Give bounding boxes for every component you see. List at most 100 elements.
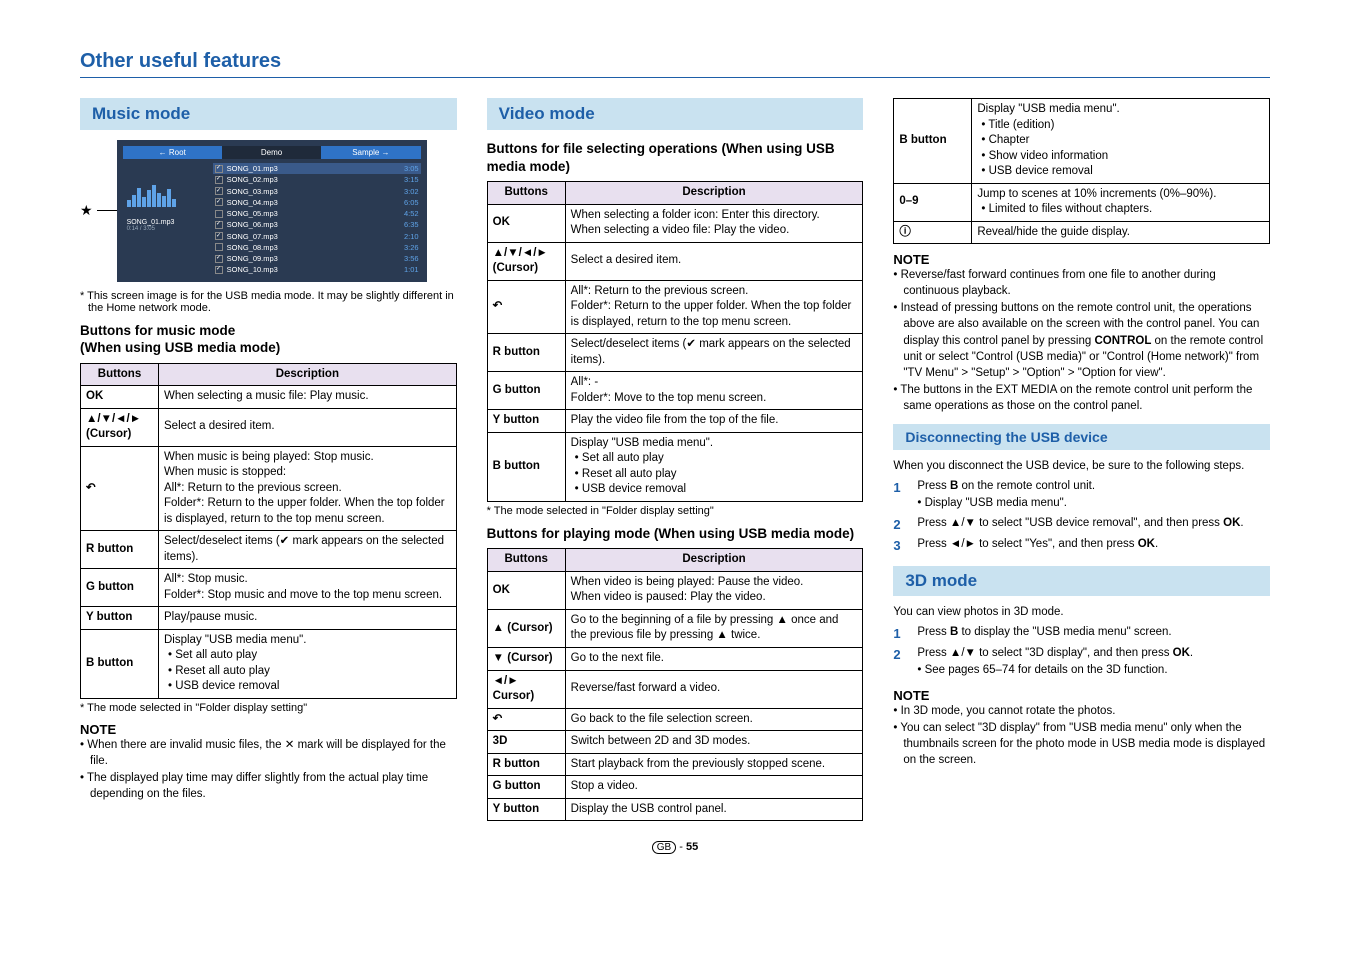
disconnect-intro: When you disconnect the USB device, be s… (893, 458, 1270, 474)
note-title: NOTE (893, 252, 1270, 267)
song-name: SONG_03.mp3 (227, 186, 278, 197)
page-footer: GB - 55 (80, 841, 1270, 854)
music-header: Music mode (80, 98, 457, 130)
button-cell: ↶ (81, 446, 159, 531)
note-title: NOTE (80, 722, 457, 737)
checkbox-icon: ✓ (215, 221, 223, 229)
list-item: ✓SONG_10.mp31:01 (213, 264, 421, 275)
video-play-table: Buttons Description OKWhen video is bein… (487, 548, 864, 821)
music-ui: ← Root Demo Sample → SONG_01.mp3 0:14 / … (117, 140, 427, 282)
disconnect-steps: 1Press B on the remote control unit.• Di… (893, 478, 1270, 556)
song-name: SONG_05.mp3 (227, 208, 278, 219)
note-item: Reverse/fast forward continues from one … (893, 267, 1270, 299)
desc-cell: All*: Return to the previous screen.Fold… (565, 280, 863, 334)
checkbox-icon: ✓ (215, 165, 223, 173)
table-row: ▲/▼/◄/► (Cursor)Select a desired item. (487, 242, 863, 280)
note-item: In 3D mode, you cannot rotate the photos… (893, 703, 1270, 719)
song-name: SONG_08.mp3 (227, 242, 278, 253)
list-item: ✓SONG_07.mp32:10 (213, 231, 421, 242)
th-desc: Description (159, 363, 457, 386)
table-row: ◄/► Cursor)Reverse/fast forward a video. (487, 670, 863, 708)
desc-cell: Select a desired item. (565, 242, 863, 280)
song-name: SONG_02.mp3 (227, 174, 278, 185)
desc-cell: Display "USB media menu".Set all auto pl… (565, 432, 863, 501)
list-item: ✓SONG_09.mp33:56 (213, 253, 421, 264)
table-row: ↶All*: Return to the previous screen.Fol… (487, 280, 863, 334)
desc-cell: Start playback from the previously stopp… (565, 753, 863, 776)
desc-cell: Switch between 2D and 3D modes. (565, 731, 863, 754)
table-row: 0–9Jump to scenes at 10% increments (0%–… (894, 183, 1270, 221)
button-cell: B button (81, 629, 159, 698)
button-cell: OK (487, 571, 565, 609)
mode3d-header: 3D mode (893, 566, 1270, 596)
button-cell: 0–9 (894, 183, 972, 221)
button-cell: Y button (487, 410, 565, 433)
desc-cell: Go to the next file. (565, 647, 863, 670)
equalizer-icon (127, 183, 209, 207)
desc-cell: All*: Stop music.Folder*: Stop music and… (159, 569, 457, 607)
list-item: ✓SONG_04.mp36:05 (213, 197, 421, 208)
video-header: Video mode (487, 98, 864, 130)
button-cell: OK (487, 204, 565, 242)
checkbox-icon (215, 243, 223, 251)
music-screenshot: ★ ← Root Demo Sample → SONG_01.mp3 0:14 … (80, 140, 457, 282)
desc-cell: Stop a video. (565, 776, 863, 799)
checkbox-icon: ✓ (215, 255, 223, 263)
table-row: ⓘReveal/hide the guide display. (894, 221, 1270, 244)
table-row: R buttonSelect/deselect items (✔ mark ap… (487, 334, 863, 372)
list-item: ✓SONG_06.mp36:35 (213, 219, 421, 230)
song-duration: 6:05 (404, 197, 419, 208)
table-row: OKWhen selecting a folder icon: Enter th… (487, 204, 863, 242)
desc-cell: When selecting a folder icon: Enter this… (565, 204, 863, 242)
desc-cell: Play/pause music. (159, 607, 457, 630)
desc-cell: Select/deselect items (✔ mark appears on… (565, 334, 863, 372)
col-right: B buttonDisplay "USB media menu".Title (… (893, 98, 1270, 821)
desc-cell: Jump to scenes at 10% increments (0%–90%… (972, 183, 1270, 221)
note-item: You can select "3D display" from "USB me… (893, 720, 1270, 768)
table-row: ▼ (Cursor)Go to the next file. (487, 647, 863, 670)
table-row: ▲ (Cursor)Go to the beginning of a file … (487, 609, 863, 647)
desc-cell: When video is being played: Pause the vi… (565, 571, 863, 609)
table-row: ↶Go back to the file selection screen. (487, 708, 863, 731)
desc-cell: Display "USB media menu".Title (edition)… (972, 99, 1270, 184)
list-item: SONG_05.mp34:52 (213, 208, 421, 219)
list-item: ✓ SONG_02.mp3 3:15 (213, 174, 421, 185)
song-duration: 3:15 (404, 174, 419, 185)
columns: Music mode ★ ← Root Demo Sample → SONG_0… (80, 98, 1270, 821)
th-desc: Description (565, 549, 863, 572)
music-notes: When there are invalid music files, the … (80, 737, 457, 802)
step-item: 2Press ▲/▼ to select "USB device removal… (893, 515, 1270, 535)
button-cell: ▲/▼/◄/► (Cursor) (487, 242, 565, 280)
table-row: B buttonDisplay "USB media menu".Set all… (81, 629, 457, 698)
step-item: 1Press B on the remote control unit.• Di… (893, 478, 1270, 513)
video-select-title: Buttons for file selecting operations (W… (487, 140, 864, 175)
step-item: 1Press B to display the "USB media menu"… (893, 624, 1270, 644)
song-duration: 2:10 (404, 231, 419, 242)
song-name: SONG_10.mp3 (227, 264, 278, 275)
disconnect-header: Disconnecting the USB device (893, 424, 1270, 450)
col-music: Music mode ★ ← Root Demo Sample → SONG_0… (80, 98, 457, 821)
note-item: The displayed play time may differ sligh… (80, 770, 457, 802)
top-right-table: B buttonDisplay "USB media menu".Title (… (893, 98, 1270, 244)
desc-cell: When selecting a music file: Play music. (159, 386, 457, 409)
table-row: R buttonStart playback from the previous… (487, 753, 863, 776)
desc-cell: Display "USB media menu".Set all auto pl… (159, 629, 457, 698)
song-name: SONG_06.mp3 (227, 219, 278, 230)
checkbox-icon: ✓ (215, 176, 223, 184)
desc-cell: Select a desired item. (159, 408, 457, 446)
button-cell: ↶ (487, 280, 565, 334)
button-cell: ▲/▼/◄/► (Cursor) (81, 408, 159, 446)
tab-demo: Demo (222, 146, 321, 159)
desc-cell: Play the video file from the top of the … (565, 410, 863, 433)
table-row: OKWhen selecting a music file: Play musi… (81, 386, 457, 409)
checkbox-icon: ✓ (215, 187, 223, 195)
table-row: 3DSwitch between 2D and 3D modes. (487, 731, 863, 754)
table-row: G buttonStop a video. (487, 776, 863, 799)
step-item: 3Press ◄/► to select "Yes", and then pre… (893, 536, 1270, 556)
region-badge: GB (652, 841, 676, 854)
song-duration: 3:56 (404, 253, 419, 264)
checkbox-icon: ✓ (215, 232, 223, 240)
mode3d-notes: In 3D mode, you cannot rotate the photos… (893, 703, 1270, 768)
list-item: ✓SONG_01.mp33:05 (213, 163, 421, 174)
desc-cell: When music is being played: Stop music.W… (159, 446, 457, 531)
